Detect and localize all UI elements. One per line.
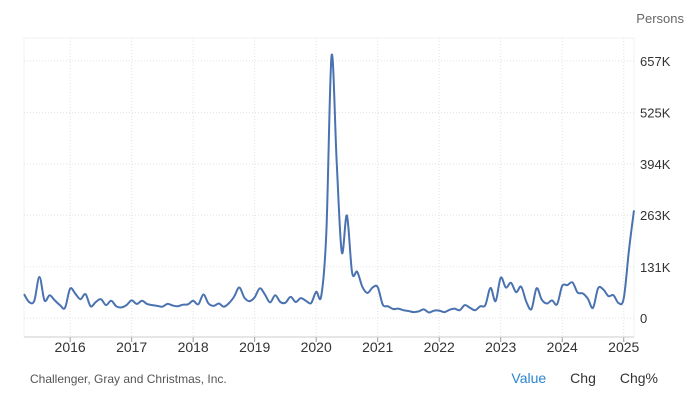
y-tick-label: 525K — [640, 106, 671, 121]
x-tick-label: 2019 — [239, 339, 270, 355]
chart: 0 131K 263K 394K 525K 657K 2016 2017 2018 2019 202… — [23, 37, 671, 355]
x-tick-label: 2021 — [362, 339, 393, 355]
x-tick-label: 2022 — [424, 339, 455, 355]
y-tick-label: 131K — [640, 260, 671, 275]
source-text: Challenger, Gray and Christmas, Inc. — [30, 372, 227, 386]
tab-chg-pct[interactable]: Chg% — [619, 370, 658, 386]
tab-bar: Value Chg Chg% — [511, 370, 658, 386]
x-tick-label: 2017 — [116, 339, 147, 355]
chart-svg: 0 131K 263K 394K 525K 657K 2016 2017 2018 2019 202… — [23, 37, 671, 355]
x-tick-label: 2025 — [608, 339, 639, 355]
y-tick-label: 0 — [640, 311, 647, 326]
x-tick-label: 2018 — [178, 339, 209, 355]
y-tick-label: 263K — [640, 208, 671, 223]
unit-label: Persons — [636, 11, 684, 26]
x-tick-label: 2020 — [301, 339, 332, 355]
tab-value[interactable]: Value — [511, 370, 547, 386]
x-tick-label: 2016 — [55, 339, 86, 355]
y-tick-label: 657K — [640, 54, 671, 69]
x-tick-label: 2024 — [547, 339, 578, 355]
y-tick-label: 394K — [640, 157, 671, 172]
x-tick-label: 2023 — [485, 339, 516, 355]
tab-chg[interactable]: Chg — [570, 370, 596, 386]
series-line — [23, 53, 635, 314]
plot-frame — [23, 37, 635, 338]
